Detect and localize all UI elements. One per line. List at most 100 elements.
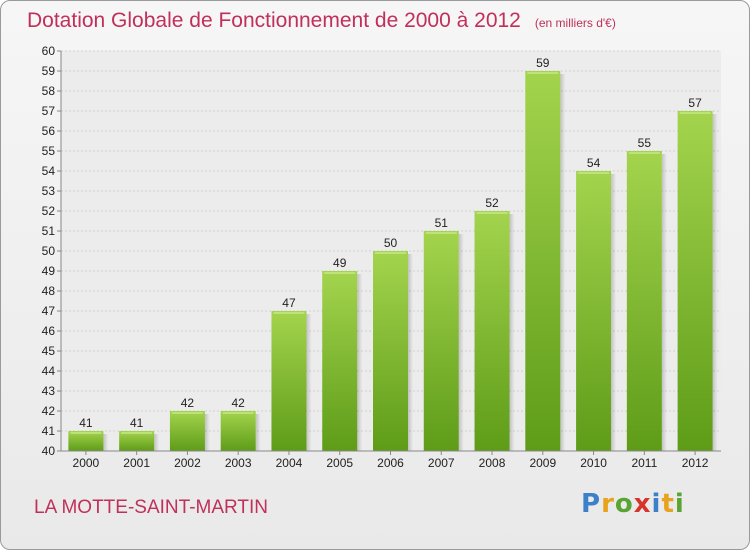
x-tick-label: 2006: [377, 456, 404, 470]
bar-shadow: [154, 434, 160, 451]
bar-2000: [68, 431, 104, 451]
logo-letter: i: [674, 489, 685, 519]
y-tick-label: 58: [42, 84, 56, 98]
bar-shadow: [661, 154, 667, 451]
y-axis-ticks: 40 41 42 43 44 45 46 47 48 49 50 51 52 53 54 55 56 57 58 59…: [42, 44, 61, 458]
x-tick-label: 2012: [682, 456, 709, 470]
bar-2002: [169, 411, 205, 451]
bar-highlight: [324, 272, 356, 274]
x-tick-label: 2010: [580, 456, 607, 470]
y-tick-label: 41: [42, 424, 56, 438]
y-tick-label: 48: [42, 284, 56, 298]
logo-letter: t: [661, 489, 675, 519]
data-label: 51: [435, 216, 449, 230]
logo-letter: P: [581, 489, 602, 519]
data-label: 49: [333, 256, 347, 270]
data-label: 42: [181, 396, 195, 410]
x-tick-label: 2008: [479, 456, 506, 470]
proxiti-logo: Proxiti: [581, 489, 685, 519]
bar-2009: [525, 71, 561, 451]
x-tick-label: 2002: [174, 456, 201, 470]
bars: 41 2000 41 2001 42 2002 42 2003 47 2004 49 2005 50 20…: [68, 56, 718, 470]
bar-highlight: [273, 312, 305, 314]
bar-2011: [626, 151, 662, 451]
bar-highlight: [70, 432, 102, 434]
data-label: 50: [384, 236, 398, 250]
data-label: 41: [130, 416, 144, 430]
bar-shadow: [560, 74, 566, 451]
y-tick-label: 56: [42, 124, 56, 138]
logo-letter: o: [614, 489, 634, 519]
bar-highlight: [222, 412, 254, 414]
bar-shadow: [204, 414, 210, 451]
bar-2012: [677, 111, 713, 451]
y-tick-label: 42: [42, 404, 56, 418]
y-tick-label: 44: [42, 364, 56, 378]
logo-letter: i: [651, 489, 662, 519]
bar-2006: [373, 251, 408, 451]
x-tick-label: 2011: [631, 456, 657, 470]
bar-highlight: [628, 152, 660, 154]
bar-shadow: [103, 434, 109, 451]
x-tick-label: 2009: [529, 456, 556, 470]
gridlines: [61, 50, 721, 452]
chart-title-text: Dotation Globale de Fonctionnement de 20…: [27, 9, 521, 32]
bar-2010: [576, 171, 612, 451]
y-tick-label: 45: [42, 344, 56, 358]
commune-name: LA MOTTE-SAINT-MARTIN: [34, 497, 269, 518]
bar-highlight: [679, 112, 711, 114]
x-tick-label: 2004: [276, 456, 303, 470]
x-tick-label: 2005: [326, 456, 353, 470]
data-label: 42: [232, 396, 246, 410]
y-tick-label: 57: [42, 104, 56, 118]
bar-shadow: [306, 314, 312, 451]
bar-highlight: [121, 432, 153, 434]
bar-shadow: [611, 174, 617, 451]
bar-2004: [271, 311, 307, 451]
y-tick-label: 49: [42, 264, 56, 278]
bar-shadow: [509, 214, 515, 451]
y-tick-label: 51: [42, 224, 56, 238]
chart-title: Dotation Globale de Fonctionnement de 20…: [27, 9, 616, 33]
bar-highlight: [425, 232, 457, 234]
data-label: 52: [485, 196, 499, 210]
data-label: 55: [638, 136, 652, 150]
y-tick-label: 55: [42, 144, 56, 158]
bar-2001: [119, 431, 155, 451]
bar-highlight: [375, 252, 406, 254]
data-label: 54: [587, 156, 601, 170]
bar-2005: [322, 271, 358, 451]
bar-shadow: [458, 234, 464, 451]
bar-highlight: [527, 72, 559, 74]
data-label: 57: [688, 96, 702, 110]
data-label: 59: [536, 56, 550, 70]
y-tick-label: 59: [42, 64, 56, 78]
bar-highlight: [171, 412, 203, 414]
x-tick-label: 2007: [428, 456, 455, 470]
bar-2008: [474, 211, 510, 451]
y-tick-label: 52: [42, 204, 56, 218]
data-label: 41: [79, 416, 93, 430]
data-label: 47: [282, 296, 296, 310]
bar-shadow: [357, 274, 363, 451]
y-tick-label: 53: [42, 184, 56, 198]
logo-letter: r: [601, 489, 615, 519]
y-tick-label: 50: [42, 244, 56, 258]
x-tick-label: 2003: [225, 456, 252, 470]
x-tick-label: 2001: [123, 456, 150, 470]
bar-shadow: [408, 254, 413, 451]
logo-letter: x: [633, 489, 652, 519]
y-tick-label: 47: [42, 304, 56, 318]
x-tick-label: 2000: [73, 456, 100, 470]
bar-highlight: [578, 172, 610, 174]
y-tick-label: 54: [42, 164, 56, 178]
y-tick-label: 46: [42, 324, 56, 338]
chart-unit: (en milliers d'€): [534, 16, 616, 30]
y-tick-label: 43: [42, 384, 56, 398]
y-tick-label: 60: [42, 44, 56, 58]
bar-shadow: [712, 114, 718, 451]
y-tick-label: 40: [42, 444, 56, 458]
bar-2003: [220, 411, 256, 451]
